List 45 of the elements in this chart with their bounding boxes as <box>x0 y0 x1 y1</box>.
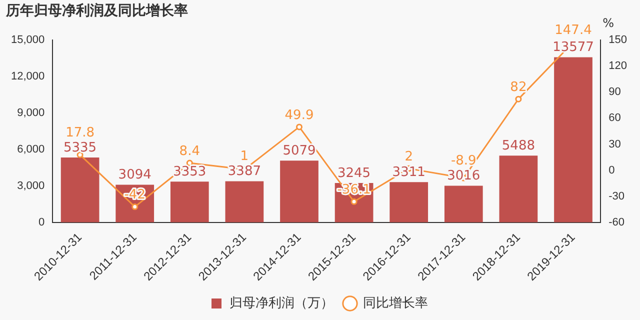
data-label: 49.9 <box>284 108 314 123</box>
data-label: 5335 <box>64 140 97 156</box>
data-label: -8.9 <box>450 154 476 169</box>
point <box>515 96 522 102</box>
y2-tick-label: -30 <box>608 190 625 202</box>
data-label: 8.4 <box>179 144 200 159</box>
data-label: 1 <box>240 149 249 164</box>
bar <box>444 186 483 222</box>
data-label: 2 <box>404 149 413 164</box>
y-tick-label: 0 <box>38 216 45 228</box>
bar <box>280 160 318 222</box>
bar <box>554 57 592 222</box>
bar <box>60 158 100 222</box>
data-label: 82 <box>510 80 527 95</box>
y-tick-label: 3,000 <box>17 180 45 192</box>
data-label: -42 <box>124 188 146 203</box>
y2-tick-label: -60 <box>608 216 625 228</box>
data-label: 5079 <box>282 144 316 159</box>
legend-label: 同比增长率 <box>363 295 428 310</box>
y2-tick-label: 30 <box>608 138 621 150</box>
y2-tick-label: 90 <box>608 86 621 98</box>
point <box>132 204 138 210</box>
y2-tick-label: 0 <box>608 164 615 176</box>
data-label: 3387 <box>228 164 261 180</box>
y2-tick-label: 60 <box>608 112 621 124</box>
bar <box>225 181 264 222</box>
bar <box>390 182 428 222</box>
y-tick-label: 12,000 <box>10 70 45 83</box>
y2-tick-label: 150 <box>608 34 628 46</box>
y2-tick-label: 120 <box>608 60 628 72</box>
bar <box>499 156 538 222</box>
data-label: 5488 <box>502 138 535 154</box>
data-label: 147.4 <box>554 23 592 38</box>
y2-axis-title: % <box>602 16 614 30</box>
y-tick-label: 9,000 <box>17 106 45 119</box>
data-label: 3245 <box>338 166 371 181</box>
chart-title: 历年归母净利润及同比增长率 <box>6 2 188 20</box>
point <box>296 124 302 130</box>
data-label: 17.8 <box>66 125 95 140</box>
legend-label: 归母净利润（万） <box>230 295 334 310</box>
bar <box>170 182 209 222</box>
y-tick-label: 6,000 <box>17 143 45 156</box>
y-tick-label: 15,000 <box>10 34 45 46</box>
point <box>350 198 358 205</box>
data-label: 3094 <box>118 168 152 183</box>
